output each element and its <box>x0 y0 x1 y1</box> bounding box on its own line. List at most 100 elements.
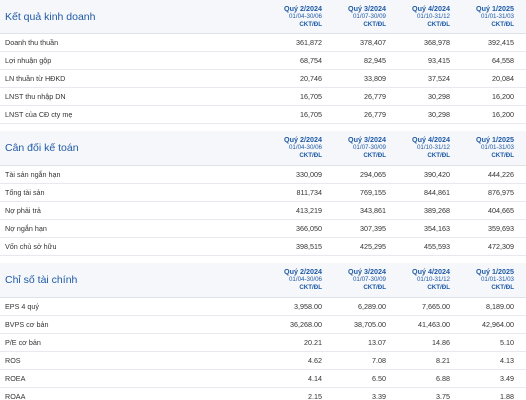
row-value: 876,975 <box>488 188 514 197</box>
period-date-range: 01/07-30/09 <box>352 144 386 151</box>
section-title[interactable]: Chỉ số tài chính <box>5 274 78 286</box>
row-value: 64,558 <box>492 56 514 65</box>
row-value: 455,593 <box>424 242 450 251</box>
table-row: LNST thu nhập DN 16,705 26,779 30,298 16,200 <box>0 88 526 106</box>
period-audit-status: CKT/ĐL <box>299 20 322 28</box>
row-value: 4.13 <box>500 356 514 365</box>
period-date-range: 01/04-30/06 <box>288 144 322 151</box>
row-value: 14.86 <box>432 338 450 347</box>
row-value: 93,415 <box>428 56 450 65</box>
row-value: 844,861 <box>424 188 450 197</box>
period-column-header: Quý 2/2024 01/04-30/06 CKT/ĐL <box>265 268 329 292</box>
period-date-range: 01/10-31/12 <box>416 12 450 20</box>
row-value: 3.49 <box>500 374 514 383</box>
period-column-header: Quý 4/2024 01/10-31/12 CKT/ĐL <box>393 268 457 292</box>
period-date-range: 01/07-30/09 <box>352 276 386 283</box>
balance-sheet-section: Cân đối kế toán Quý 2/2024 01/04-30/06 CKT/… <box>0 131 526 256</box>
period-column-header: Quý 3/2024 01/07-30/09 CKT/ĐL <box>329 268 393 292</box>
period-quarter: Quý 1/2025 <box>476 135 514 144</box>
table-row: ROEA 4.14 6.50 6.88 3.49 <box>0 370 526 388</box>
row-value: 3.75 <box>436 392 450 400</box>
table-row: Vốn chủ sở hữu 398,515 425,295 455,593 472,3… <box>0 238 526 256</box>
row-value: 354,163 <box>424 224 450 233</box>
table-row: ROS 4.62 7.08 8.21 4.13 <box>0 352 526 370</box>
row-value: 368,978 <box>424 38 450 47</box>
row-value: 4.14 <box>308 374 322 383</box>
row-label: Nợ phải trả <box>5 206 41 215</box>
period-date-range: 01/10-31/12 <box>416 144 450 151</box>
table-row: Nợ ngắn hạn 366,050 307,395 354,163 359,693 <box>0 220 526 238</box>
period-column-header: Quý 1/2025 01/01-31/03 CKT/ĐL <box>457 268 521 292</box>
row-label: ROS <box>5 356 21 365</box>
row-label: EPS 4 quý <box>5 302 39 311</box>
period-column-header: Quý 1/2025 01/01-31/03 CKT/ĐL <box>457 4 521 29</box>
row-value: 359,693 <box>488 224 514 233</box>
row-value: 472,309 <box>488 242 514 251</box>
row-label: Tài sản ngắn hạn <box>5 170 61 179</box>
period-audit-status: CKT/ĐL <box>491 152 514 159</box>
row-value: 20,084 <box>492 74 514 83</box>
period-audit-status: CKT/ĐL <box>363 20 386 28</box>
period-audit-status: CKT/ĐL <box>491 284 514 291</box>
section-spacer <box>0 124 526 131</box>
row-value: 30,298 <box>428 110 450 119</box>
table-row: Nợ phải trả 413,219 343,861 389,268 404,665 <box>0 202 526 220</box>
row-value: 20,746 <box>300 74 322 83</box>
period-column-header: Quý 2/2024 01/04-30/06 CKT/ĐL <box>265 4 329 29</box>
row-label: Vốn chủ sở hữu <box>5 242 57 251</box>
table-row: Lợi nhuận gộp 68,754 82,945 93,415 64,558 <box>0 52 526 70</box>
row-value: 413,219 <box>296 206 322 215</box>
period-column-header: Quý 3/2024 01/07-30/09 CKT/ĐL <box>329 4 393 29</box>
section-header: Chỉ số tài chính Quý 2/2024 01/04-30/06 CKT… <box>0 263 526 298</box>
table-row: Tài sản ngắn hạn 330,009 294,065 390,420 444… <box>0 166 526 184</box>
row-value: 769,155 <box>360 188 386 197</box>
row-label: ROAA <box>5 392 26 400</box>
row-value: 20.21 <box>304 338 322 347</box>
section-title[interactable]: Kết quả kinh doanh <box>5 10 96 23</box>
table-row: LN thuần từ HĐKD 20,746 33,809 37,524 20,084 <box>0 70 526 88</box>
row-value: 26,779 <box>364 92 386 101</box>
row-value: 390,420 <box>424 170 450 179</box>
table-row: Doanh thu thuần 361,872 378,407 368,978 392,… <box>0 34 526 52</box>
row-value: 4.62 <box>308 356 322 365</box>
section-title[interactable]: Cân đối kế toán <box>5 142 79 154</box>
period-date-range: 01/01-31/03 <box>480 144 514 151</box>
row-value: 404,665 <box>488 206 514 215</box>
table-row: LNST của CĐ cty mẹ 16,705 26,779 30,298 16,2… <box>0 106 526 124</box>
period-audit-status: CKT/ĐL <box>299 284 322 291</box>
period-quarter: Quý 3/2024 <box>348 267 386 276</box>
business-results-section: Kết quả kinh doanh Quý 2/2024 01/04-30/06 C… <box>0 0 526 124</box>
row-value: 82,945 <box>364 56 386 65</box>
row-value: 41,463.00 <box>418 320 450 329</box>
period-date-range: 01/10-31/12 <box>416 276 450 283</box>
row-value: 38,705.00 <box>354 320 386 329</box>
row-label: LN thuần từ HĐKD <box>5 74 66 83</box>
row-value: 37,524 <box>428 74 450 83</box>
row-label: Lợi nhuận gộp <box>5 56 52 65</box>
row-label: Nợ ngắn hạn <box>5 224 47 233</box>
row-value: 36,268.00 <box>290 320 322 329</box>
row-value: 7,665.00 <box>422 302 450 311</box>
period-quarter: Quý 3/2024 <box>348 135 386 144</box>
table-row: Tổng tài sản 811,734 769,155 844,861 876,975 <box>0 184 526 202</box>
table-row: BVPS cơ bản 36,268.00 38,705.00 41,463.00 42… <box>0 316 526 334</box>
period-quarter: Quý 4/2024 <box>412 3 450 13</box>
row-label: Tổng tài sản <box>5 188 45 197</box>
row-value: 343,861 <box>360 206 386 215</box>
financial-ratios-section: Chỉ số tài chính Quý 2/2024 01/04-30/06 CKT… <box>0 263 526 400</box>
row-value: 307,395 <box>360 224 386 233</box>
row-value: 16,200 <box>492 92 514 101</box>
period-date-range: 01/07-30/09 <box>352 12 386 20</box>
period-date-range: 01/01-31/03 <box>480 276 514 283</box>
period-audit-status: CKT/ĐL <box>363 284 386 291</box>
row-value: 811,734 <box>296 188 322 197</box>
row-label: BVPS cơ bản <box>5 320 49 329</box>
row-value: 3.39 <box>372 392 386 400</box>
row-value: 16,705 <box>300 92 322 101</box>
row-value: 13.07 <box>368 338 386 347</box>
row-value: 6,289.00 <box>358 302 386 311</box>
period-column-header: Quý 4/2024 01/10-31/12 CKT/ĐL <box>393 3 457 29</box>
row-value: 444,226 <box>488 170 514 179</box>
row-value: 361,872 <box>296 38 322 47</box>
